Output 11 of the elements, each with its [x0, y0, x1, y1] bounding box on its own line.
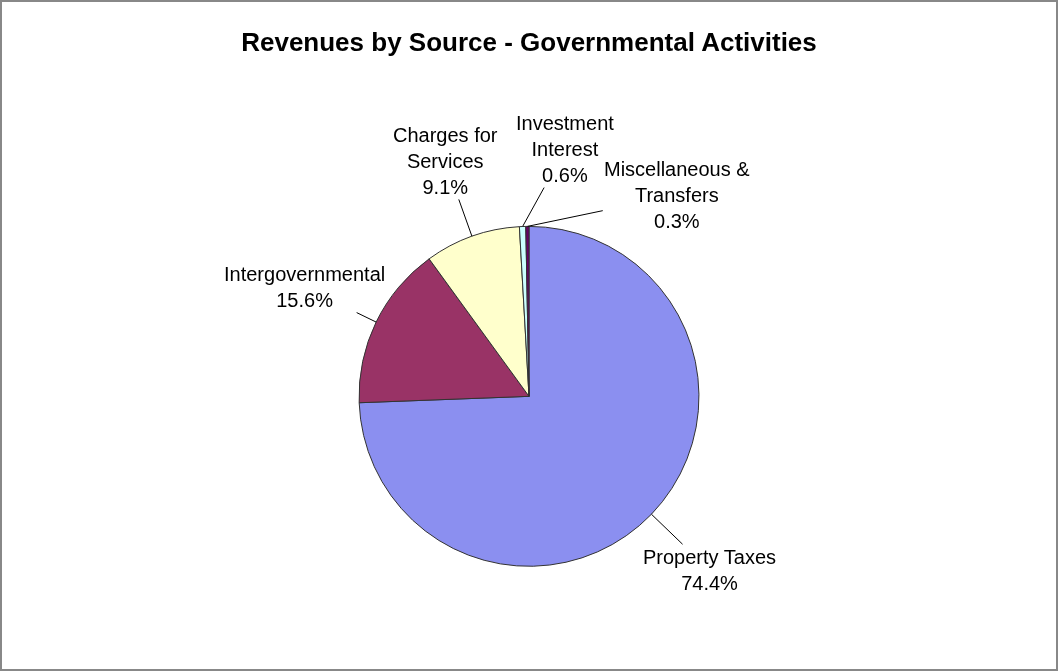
data-label: 15.6%: [276, 289, 334, 311]
slice-label: Charges for Services: [393, 124, 498, 172]
slice-label: Property Taxes: [643, 546, 777, 568]
data-label: 9.1%: [422, 176, 469, 198]
slice-label: Miscellaneous & Transfers: [604, 158, 751, 206]
data-label: 0.6%: [542, 164, 588, 186]
slice-label: Intergovernmental: [224, 263, 386, 285]
data-label: 0.3%: [654, 210, 700, 232]
data-label: 74.4%: [681, 572, 739, 594]
slice-label: Investment Interest: [516, 112, 615, 160]
chart-title: Revenues by Source - Governmental Activities: [241, 27, 817, 58]
